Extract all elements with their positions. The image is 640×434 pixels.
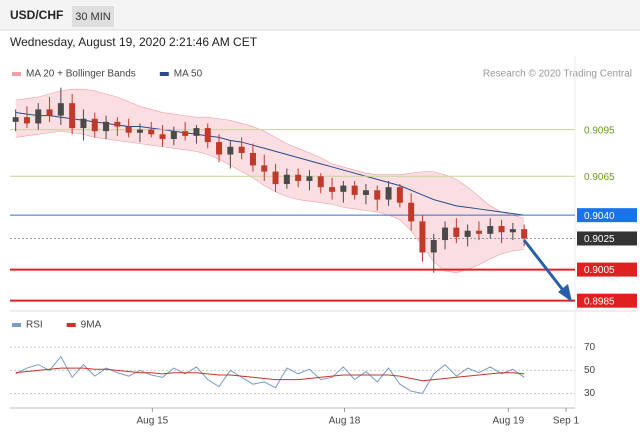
candle-body [475,230,482,234]
level-label-box [577,208,637,223]
candle-body [317,176,324,188]
candle-body [385,187,392,200]
candle-body [430,240,437,253]
rsi-tick-label: 30 [584,388,596,399]
x-tick-label: Aug 15 [137,416,169,427]
candle-body [442,227,449,241]
candle-body [227,146,234,155]
candle-body [374,190,381,200]
legend-label: RSI [26,320,43,331]
candle-body [521,229,528,239]
forecast-arrow [522,239,568,295]
candle-body [340,185,347,192]
candle-body [261,165,268,172]
candle-body [159,134,166,139]
legend-swatch [66,323,76,327]
x-tick-label: Aug 19 [492,416,524,427]
symbol: USD/CHF [10,8,63,22]
legend-swatch [12,72,21,76]
candle-body [419,221,426,253]
rsi-tick-label: 50 [584,365,596,376]
interval[interactable]: 30 MIN [75,11,111,23]
candle-body [329,187,336,192]
credit: Research © 2020 Trading Central [483,69,632,80]
candle-body [509,229,516,233]
level-label: 0.9095 [584,125,615,136]
candle-body [238,146,245,153]
level-label-box [577,293,637,308]
candle-body [170,131,177,139]
legend-label: MA 50 [174,69,203,80]
candle-body [408,202,415,222]
candle-body [69,103,76,129]
candle-body [193,128,200,136]
timestamp: Wednesday, August 19, 2020 2:21:46 AM CE… [10,35,258,49]
rsi-tick-label: 70 [584,342,596,353]
candle-body [148,129,155,135]
candle-body [249,152,256,166]
level-label-box [577,262,637,277]
candle-body [182,131,189,136]
candle-body [91,118,98,132]
legend-label: 9MA [81,320,102,331]
candle-body [23,117,30,124]
candle-body [396,187,403,203]
legend-label: MA 20 + Bollinger Bands [26,69,136,80]
candle-body [125,126,132,133]
arrow-head [558,284,572,302]
candle-body [487,226,494,234]
legend-swatch [159,72,169,76]
interval-box[interactable] [72,6,114,27]
legend-swatch [12,323,21,327]
rsi-line [15,367,525,382]
candle-body [216,142,223,155]
candle-body [306,176,313,181]
candle-body [272,171,279,185]
level-label: 0.9005 [584,265,615,276]
level-label: 0.9040 [584,211,615,222]
candle-body [283,174,290,185]
candle-body [35,109,42,124]
candle-body [295,174,302,181]
level-label: 0.9025 [584,234,615,245]
candle-body [362,190,369,195]
bollinger-fill [15,89,525,273]
x-tick-label: Sep 1 [553,416,580,427]
candle-body [80,118,87,129]
candle-body [204,128,211,143]
ma50-line [15,112,525,216]
candle-body [57,103,64,116]
x-tick-label: Aug 18 [329,416,361,427]
rsi-line [15,355,525,395]
candle-body [114,121,121,127]
bollinger-upper [15,88,525,219]
bollinger-lower [15,130,525,273]
level-label: 0.8985 [584,296,615,307]
candle-body [46,109,53,116]
candle-body [351,185,358,195]
candle-body [12,117,19,122]
candle-body [464,230,471,237]
candle-body [453,227,460,237]
candle-body [103,121,110,132]
level-label-box [577,231,637,246]
level-label: 0.9065 [584,172,615,183]
candle-body [136,129,143,133]
candle-body [498,226,505,233]
